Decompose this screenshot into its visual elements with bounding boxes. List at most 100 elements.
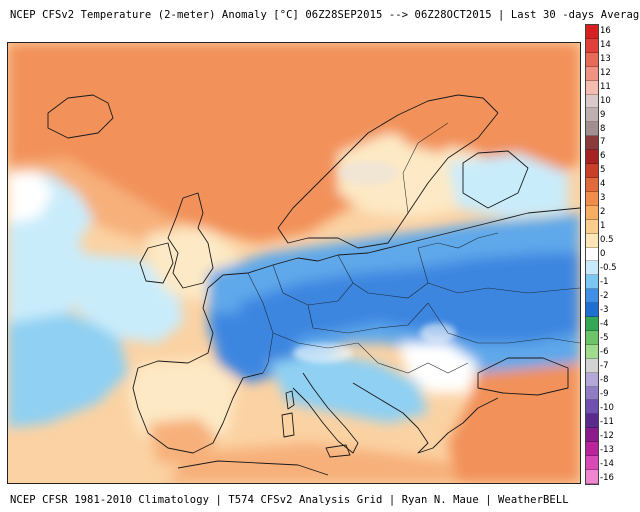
coast-iberia [132, 367, 264, 454]
coast-ireland [139, 242, 174, 284]
colorbar-label: -5 [600, 333, 609, 344]
coast-balkans [352, 382, 499, 454]
anomaly-map [7, 42, 581, 484]
border-central-south [307, 302, 429, 334]
colorbar-label: 13 [600, 53, 611, 64]
colorbar-label: 5 [600, 165, 606, 176]
colorbar-cell [586, 164, 598, 178]
colorbar-cell [586, 386, 598, 401]
colorbar-cell [586, 150, 598, 165]
colorbar-cell [586, 191, 598, 206]
colorbar-label: -14 [600, 458, 614, 469]
colorbar-cell [586, 25, 598, 39]
border-eastern [427, 282, 580, 294]
colorbar-labels: 16 14 13 12 11 10 9 8 7 6 5 4 3 2 1 0.5 0 -0.5 -1 -2 -3 -4 -5 -… [600, 24, 636, 485]
coast-biscay [137, 287, 214, 369]
coast-black-sea [477, 357, 569, 396]
colorbar-label: 4 [600, 179, 606, 190]
field-cool-southwest [8, 313, 128, 428]
colorbar-label: 2 [600, 207, 606, 218]
colorbar-cell [586, 428, 598, 443]
colorbar-label: 0.5 [600, 235, 614, 246]
colorbar-label: -7 [600, 360, 609, 371]
coast-sweden-east [277, 112, 499, 249]
colorbar-cell [586, 205, 598, 220]
colorbar-cell [586, 358, 598, 373]
colorbar-label: -10 [600, 402, 614, 413]
colorbar-cell [586, 330, 598, 345]
colorbar [585, 24, 599, 485]
mountain-alps [293, 343, 353, 363]
field-cool-alps [268, 353, 428, 423]
colorbar-cell [586, 344, 598, 359]
coast-sardinia [281, 412, 295, 438]
colorbar-label: 6 [600, 151, 606, 162]
colorbar-label: 14 [600, 39, 611, 50]
coast-norway [277, 94, 499, 229]
colorbar-cell [586, 108, 598, 123]
colorbar-label: -6 [600, 347, 609, 358]
colorbar-cell [586, 219, 598, 234]
colorbar-cell [586, 94, 598, 109]
border-balkans [357, 342, 469, 374]
colorbar-label: 9 [600, 109, 606, 120]
colorbar-cell [586, 456, 598, 470]
colorbar-label: 1 [600, 221, 606, 232]
colorbar-cell [586, 177, 598, 192]
colorbar-label: 7 [600, 137, 606, 148]
field-pale-atlantic [8, 171, 53, 223]
colorbar-label: -2 [600, 291, 609, 302]
colorbar-label: 10 [600, 95, 611, 106]
colorbar-cell [586, 122, 598, 137]
coast-great-britain [167, 192, 214, 289]
colorbar-label: -0.5 [600, 263, 617, 274]
colorbar-label: -16 [600, 472, 614, 483]
colorbar-label: 0 [600, 249, 606, 260]
colorbar-cell [586, 414, 598, 429]
colorbar-cell [586, 233, 598, 248]
mountain-carpathians [420, 323, 456, 343]
border-alps [272, 332, 359, 349]
colorbar-label: -9 [600, 388, 609, 399]
colorbar-cell [586, 66, 598, 81]
colorbar-label: 3 [600, 193, 606, 204]
colorbar-cell [586, 136, 598, 151]
colorbar-cell [586, 442, 598, 457]
colorbar-label: -1 [600, 277, 609, 288]
colorbar-cell [586, 317, 598, 331]
colorbar-label: -3 [600, 305, 609, 316]
colorbar-cell [586, 400, 598, 415]
border-baltics [417, 232, 499, 249]
colorbar-cell [586, 372, 598, 387]
coast-iceland [47, 94, 114, 139]
map-credit: NCEP CFSR 1981-2010 Climatology | T574 C… [10, 494, 569, 506]
colorbar-label: 12 [600, 67, 611, 78]
colorbar-cell [586, 289, 598, 304]
border-ukraine [427, 302, 580, 344]
colorbar-label: 11 [600, 81, 611, 92]
colorbar-cell [586, 275, 598, 290]
field-warm-iberia [148, 418, 218, 463]
anomaly-map-svg [8, 43, 580, 483]
coast-sicily [325, 444, 351, 458]
map-title: NCEP CFSv2 Temperature (2-meter) Anomaly… [10, 9, 640, 21]
field-cool-west [68, 253, 183, 343]
border-scandinavia [402, 122, 449, 214]
coast-corsica [285, 390, 295, 410]
colorbar-label: -13 [600, 444, 614, 455]
mountain-scandes [338, 161, 398, 185]
colorbar-cell [586, 38, 598, 53]
colorbar-label: 16 [600, 25, 611, 36]
colorbar-cell [586, 470, 598, 484]
colorbar-label: -11 [600, 416, 614, 427]
colorbar-cell [586, 247, 598, 262]
border-poland [352, 247, 429, 299]
colorbar-cell [586, 80, 598, 95]
coast-finland [462, 150, 529, 209]
colorbar-label: -4 [600, 319, 609, 330]
colorbar-cell [586, 261, 598, 276]
colorbar-label: -8 [600, 374, 609, 385]
coast-north-africa [177, 460, 329, 476]
colorbar-cell [586, 52, 598, 67]
coast-italy [292, 372, 359, 454]
